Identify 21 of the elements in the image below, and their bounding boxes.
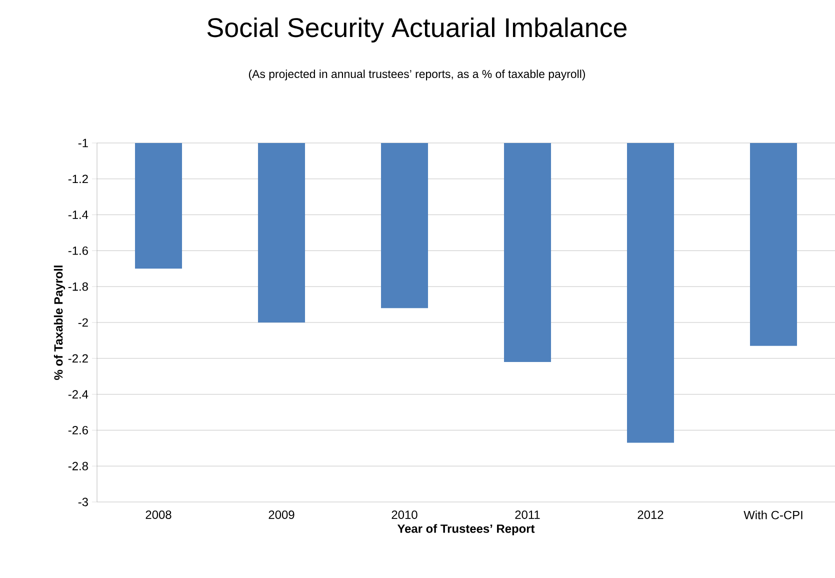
x-tick-label: 2010 [392,510,418,519]
chart-title: Social Security Actuarial Imbalance [207,17,627,43]
x-tick-label: 2011 [515,510,540,519]
y-tick-label: -2.4 [68,390,88,398]
y-tick-label: -1.6 [68,246,88,255]
x-tick-label: 2008 [146,510,172,519]
x-axis-title: Year of Trustees’ Report [397,524,535,536]
y-tick-label: -2.6 [68,426,88,434]
y-tick-label: -1 [78,138,88,148]
y-tick-label: -1.8 [68,282,88,291]
chart-subtitle: (As projected in annual trustees’ reports, as a % of taxable payroll) [248,70,586,80]
y-tick-label: -2 [78,318,88,327]
x-tick-label: With C-CPI [744,510,802,520]
x-tick-label: 2009 [268,510,294,519]
y-tick-label: -2.2 [68,354,88,363]
y-tick-label: -1.4 [68,210,88,219]
y-axis-title: % of Taxable Payroll [54,266,66,380]
y-tick-label: -2.8 [68,462,88,470]
x-tick-label: 2012 [638,510,664,519]
y-tick-label: -1.2 [68,174,88,184]
y-tick-label: -3 [78,498,88,506]
